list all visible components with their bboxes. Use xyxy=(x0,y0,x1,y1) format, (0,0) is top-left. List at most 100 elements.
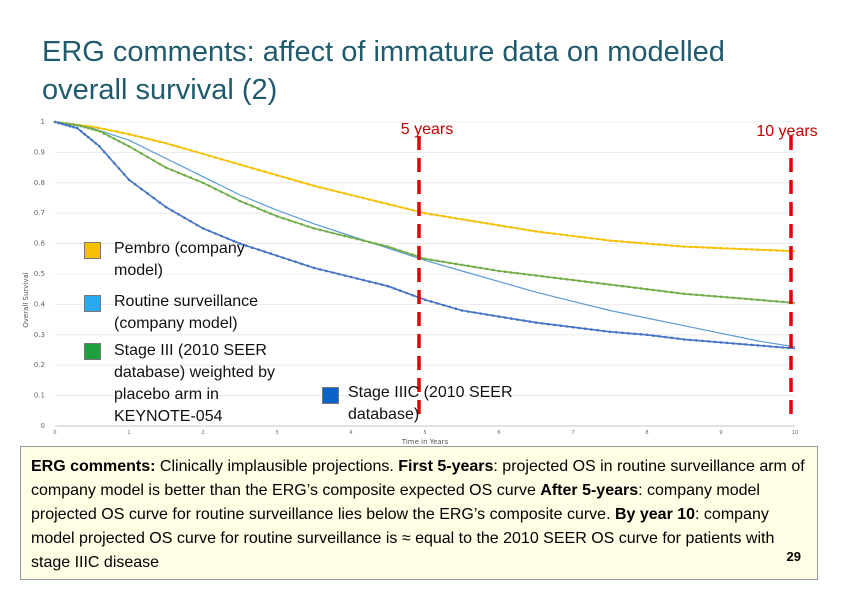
y-tick-label: 0.8 xyxy=(34,179,45,187)
series-point-3 xyxy=(756,344,760,347)
series-point-3 xyxy=(79,129,83,133)
series-point-3 xyxy=(627,332,630,335)
series-point-0 xyxy=(115,130,118,133)
series-point-2 xyxy=(540,275,544,278)
series-point-0 xyxy=(349,193,353,197)
series-point-2 xyxy=(146,155,149,159)
x-axis-label: Time in Years xyxy=(401,438,449,446)
series-point-3 xyxy=(158,201,162,204)
series-point-0 xyxy=(713,246,717,250)
series-point-3 xyxy=(540,322,544,325)
series-point-3 xyxy=(61,122,64,126)
y-tick-label: 1 xyxy=(41,118,45,126)
series-point-0 xyxy=(522,228,525,231)
series-point-0 xyxy=(257,168,260,172)
series-point-2 xyxy=(645,287,649,291)
series-point-0 xyxy=(719,246,723,250)
series-point-2 xyxy=(608,283,612,286)
series-point-3 xyxy=(318,268,322,271)
series-point-3 xyxy=(744,343,747,346)
x-tick-label: 4 xyxy=(349,430,352,436)
series-point-3 xyxy=(516,318,519,321)
erg-comment-box: ERG comments: Clinically implausible pro… xyxy=(20,446,818,580)
series-point-3 xyxy=(762,344,766,348)
series-point-0 xyxy=(676,244,680,248)
series-point-2 xyxy=(300,223,304,226)
series-point-3 xyxy=(112,161,116,165)
comment-heading: ERG comments: xyxy=(31,458,156,475)
series-point-2 xyxy=(651,288,655,292)
y-tick-label: 0.9 xyxy=(34,148,45,156)
series-point-3 xyxy=(214,232,217,235)
series-point-0 xyxy=(534,230,538,233)
series-point-3 xyxy=(460,309,464,312)
series-point-2 xyxy=(294,221,297,224)
series-point-3 xyxy=(195,223,199,227)
y-tick-label: 0.3 xyxy=(34,331,45,339)
series-point-0 xyxy=(621,240,624,243)
series-point-3 xyxy=(275,254,279,258)
series-point-2 xyxy=(232,196,236,200)
series-point-2 xyxy=(762,299,766,302)
series-point-0 xyxy=(374,199,378,203)
series-point-2 xyxy=(590,281,593,284)
x-tick-label: 2 xyxy=(201,430,204,436)
series-point-2 xyxy=(189,176,192,179)
series-point-2 xyxy=(226,193,229,197)
series-point-0 xyxy=(423,211,427,215)
series-point-0 xyxy=(775,249,778,252)
series-point-0 xyxy=(627,240,630,244)
series-point-3 xyxy=(288,258,291,262)
series-point-3 xyxy=(122,172,126,176)
survival-chart: 0 0.1 0.2 0.3 0.4 0.5 0.6 0.7 0.8 0.9 1 0 1 2 3 4 5 6 7 8 9… xyxy=(22,118,818,446)
series-point-2 xyxy=(466,264,470,268)
series-point-2 xyxy=(411,253,415,256)
series-point-0 xyxy=(146,137,149,140)
series-point-0 xyxy=(133,134,137,137)
legend-swatch-pembro xyxy=(84,242,101,259)
series-point-2 xyxy=(312,227,316,230)
series-point-3 xyxy=(220,234,223,238)
series-point-0 xyxy=(411,208,415,212)
series-point-0 xyxy=(238,163,242,166)
series-point-2 xyxy=(707,294,710,298)
series-point-2 xyxy=(140,152,143,155)
y-tick-label: 0.5 xyxy=(34,270,45,278)
series-point-2 xyxy=(497,269,501,273)
series-point-0 xyxy=(540,230,544,234)
series-point-2 xyxy=(621,284,624,288)
series-point-0 xyxy=(695,245,698,249)
series-point-3 xyxy=(257,248,260,251)
series-point-0 xyxy=(479,221,482,224)
series-point-2 xyxy=(349,236,353,239)
series-point-2 xyxy=(670,290,673,294)
series-point-0 xyxy=(300,181,304,184)
series-point-0 xyxy=(331,189,334,192)
series-point-3 xyxy=(491,314,495,317)
series-point-2 xyxy=(725,296,729,299)
series-point-3 xyxy=(559,324,562,327)
series-point-2 xyxy=(386,245,390,248)
series-point-3 xyxy=(152,196,155,200)
series-point-3 xyxy=(164,205,168,209)
series-point-3 xyxy=(405,291,408,295)
series-point-2 xyxy=(392,247,396,250)
series-point-2 xyxy=(448,261,452,265)
series-point-2 xyxy=(177,171,180,174)
series-point-2 xyxy=(72,123,75,126)
y-tick-label: 0.1 xyxy=(34,392,45,400)
series-point-3 xyxy=(68,124,72,128)
series-point-0 xyxy=(485,222,489,225)
series-point-0 xyxy=(288,177,291,180)
series-point-0 xyxy=(140,135,143,139)
series-point-0 xyxy=(590,237,593,240)
series-point-3 xyxy=(695,339,698,342)
series-point-2 xyxy=(602,282,606,286)
series-point-3 xyxy=(281,256,285,260)
series-point-2 xyxy=(94,128,97,132)
series-point-3 xyxy=(633,332,636,336)
series-point-0 xyxy=(103,127,106,131)
legend-label-pembro: Pembro (company model) xyxy=(114,240,245,279)
x-tick-label: 5 xyxy=(423,430,426,436)
series-point-0 xyxy=(96,126,100,130)
